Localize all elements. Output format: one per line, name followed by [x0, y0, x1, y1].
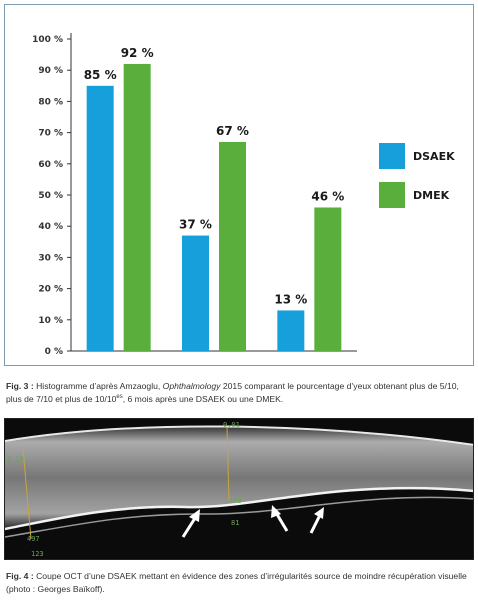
y-tick-label: 50 %: [38, 191, 63, 201]
figure-3-journal: Ophthalmology: [162, 381, 221, 391]
oct-scan-drawing: 0.01 0.10 458 81 497 123: [5, 421, 473, 558]
y-tick-label: 0 %: [45, 347, 63, 357]
legend-swatch-dsaek: [379, 143, 405, 169]
graft-back-edge: [5, 496, 473, 538]
bar-data-label: 13 %: [274, 292, 307, 306]
figure-3-caption: Fig. 3 : Histogramme d’après Amzaoglu, O…: [6, 380, 472, 406]
legend-swatch-dmek: [379, 182, 405, 208]
oct-value-left: 0.10: [7, 455, 24, 463]
figure-4-caption: Fig. 4 : Coupe OCT d’une DSAEK mettant e…: [6, 570, 472, 596]
bar-dsaek: [182, 235, 209, 351]
measure-line-left: [22, 448, 32, 540]
oct-value-left-low: 497: [27, 535, 40, 543]
y-tick-label: 10 %: [38, 316, 63, 326]
arrow-icon: [271, 505, 289, 532]
bar-data-label: 37 %: [179, 218, 212, 232]
bar-chart: 0 % 10 % 20 % 30 % 40 % 50 % 60 % 70 % 80 % 90 % 1…: [32, 33, 455, 357]
legend: DSAEK DMEK: [379, 143, 455, 208]
y-tick-label: 80 %: [38, 97, 63, 107]
measure-line-center: [226, 426, 230, 502]
bar-dsaek: [86, 85, 114, 352]
oct-scan-image: 0.01 0.10 458 81 497 123: [4, 418, 474, 560]
y-tick-label: 20 %: [38, 285, 63, 295]
oct-value-top: 0.01: [223, 421, 240, 429]
y-tick-label: 70 %: [38, 129, 63, 139]
figure-3-text-mid: 2015 comparant le pourcentage d’yeux obt…: [6, 381, 459, 404]
bar-dmek: [219, 141, 246, 351]
y-tick-label: 90 %: [38, 66, 63, 76]
figure-3-text-after: , 6 mois après une DSAEK ou une DMEK.: [122, 394, 284, 404]
figure-4-label: Fig. 4 :: [6, 571, 34, 581]
y-tick-label: 40 %: [38, 222, 63, 232]
bar-data-label: 92 %: [121, 46, 154, 60]
graft-interface: [5, 486, 473, 531]
oct-value-bottom: 123: [31, 550, 44, 558]
cornea-front-edge: [5, 425, 473, 446]
y-axis: 0 % 10 % 20 % 30 % 40 % 50 % 60 % 70 % 80 % 90 % 1…: [32, 33, 357, 357]
bar-dmek: [123, 63, 151, 352]
figure-3-label: Fig. 3 :: [6, 381, 34, 391]
bar-data-label: 85 %: [84, 68, 117, 82]
bar-data-label: 67 %: [216, 124, 249, 138]
chart-frame: 0 % 10 % 20 % 30 % 40 % 50 % 60 % 70 % 80 % 90 % 1…: [4, 4, 474, 366]
legend-label-dsaek: DSAEK: [413, 150, 455, 163]
y-tick-label: 30 %: [38, 253, 63, 263]
figure-3-text-before: Histogramme d’après Amzaoglu,: [33, 381, 163, 391]
oct-value-center: 458: [229, 497, 242, 505]
arrow-icon: [309, 507, 324, 534]
figure-4-text: Coupe OCT d’une DSAEK mettant en évidenc…: [6, 571, 467, 594]
figure-3-sup: es: [116, 394, 123, 401]
bar-data-label: 46 %: [311, 189, 344, 203]
y-tick-label: 100 %: [32, 35, 63, 45]
arrow-icon: [181, 509, 200, 538]
bar-dmek: [314, 207, 342, 351]
y-tick-label: 60 %: [38, 160, 63, 170]
bars: 85 % 92 % 37 % 67 % 13 % 46 %: [84, 46, 344, 352]
cornea-band: [5, 426, 473, 529]
legend-label-dmek: DMEK: [413, 189, 450, 202]
bar-dsaek: [277, 310, 305, 351]
oct-value-center-low: 81: [231, 519, 239, 527]
